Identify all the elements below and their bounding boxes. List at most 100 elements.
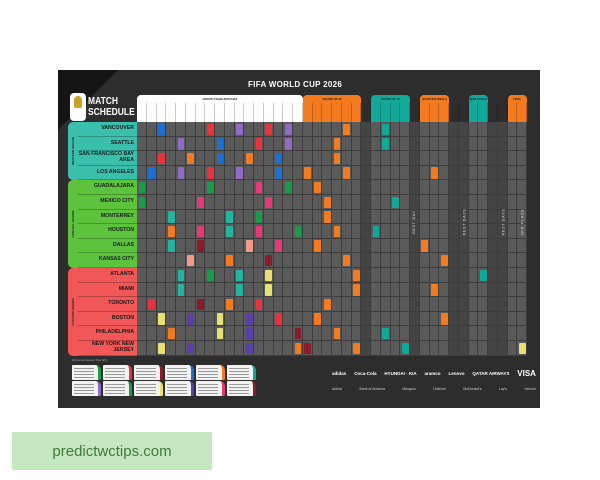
match-block (323, 196, 331, 209)
grid-cell (468, 180, 479, 195)
grid-cell (293, 195, 303, 210)
grid-cell (439, 238, 449, 254)
grid-cell (439, 136, 449, 152)
city-label: PHILADELPHIA (78, 326, 137, 341)
grid-cell (517, 209, 527, 225)
day-header (478, 103, 488, 122)
grid-cell (458, 165, 469, 181)
grid-cell (371, 165, 381, 181)
grid-cell (302, 180, 313, 195)
grid-cell (419, 253, 430, 268)
day-header (332, 103, 342, 122)
grid-cell (234, 151, 245, 166)
grid-cell (507, 224, 518, 239)
grid-cell (449, 311, 459, 327)
grid-cell (312, 165, 323, 181)
grid-cell (283, 165, 293, 181)
region-label: WESTERN REGION (71, 137, 75, 166)
grid-cell (400, 311, 410, 327)
grid-cell (361, 224, 371, 239)
day-header (458, 103, 469, 122)
grid-cell (449, 238, 459, 254)
grid-cell (507, 122, 518, 137)
site-watermark[interactable]: predictwctips.com (12, 432, 212, 470)
grid-cell (449, 268, 459, 283)
grid-cell (205, 209, 215, 225)
day-header (497, 103, 508, 122)
grid-cell (224, 180, 235, 195)
grid-cell (195, 209, 206, 225)
grid-cell (332, 311, 342, 327)
grid-cell (137, 165, 147, 181)
grid-cell (517, 326, 527, 341)
grid-cell (361, 311, 371, 327)
group-row (136, 390, 156, 391)
grid-cell (458, 151, 469, 166)
grid-cell (429, 209, 440, 225)
grid-cell (146, 268, 157, 283)
grid-cell (478, 151, 488, 166)
grid-cell (254, 195, 264, 210)
grid-cell (429, 297, 440, 312)
grid-cell (302, 238, 313, 254)
grid-cell (478, 311, 488, 327)
match-block (197, 225, 204, 238)
grid-cell (488, 238, 498, 254)
grid-cell (371, 209, 381, 225)
grid-cell (254, 341, 264, 356)
grid-cell (468, 311, 479, 327)
grid-cell (341, 209, 352, 225)
grid-cell (137, 238, 147, 254)
group-row (167, 390, 187, 391)
grid-cell (478, 341, 488, 356)
match-block (314, 240, 321, 252)
grid-cell (137, 122, 147, 137)
grid-cell (263, 326, 274, 341)
sponsor-logo: Airbnb (332, 387, 343, 391)
grid-cell (488, 195, 498, 210)
grid-cell (176, 209, 186, 225)
grid-cell (351, 165, 362, 181)
grid-cell (146, 282, 157, 298)
region-label: EASTERN REGION (71, 298, 75, 326)
grid-cell (263, 151, 274, 166)
grid-cell (332, 282, 342, 298)
phase-header: GROUP STAGE MATCHES (137, 95, 303, 103)
grid-cell (507, 297, 518, 312)
grid-cell (293, 268, 303, 283)
sponsor-logo: adidas (332, 371, 347, 376)
grid-cell (185, 224, 196, 239)
day-header (166, 103, 176, 122)
grid-cell (390, 238, 401, 254)
match-block (294, 342, 302, 355)
grid-cell (419, 311, 430, 327)
grid-cell (137, 341, 147, 356)
grid-cell (312, 326, 323, 341)
match-block (440, 254, 448, 267)
match-block (275, 152, 282, 165)
grid-cell (361, 136, 371, 152)
grid-cell (517, 282, 527, 298)
grid-cell (478, 238, 488, 254)
grid-cell (488, 122, 498, 137)
grid-cell (244, 282, 254, 298)
group-row (136, 377, 156, 378)
group-row (74, 384, 94, 385)
grid-cell (458, 311, 469, 327)
grid-cell (302, 195, 313, 210)
grid-cell (156, 238, 167, 254)
grid-cell (351, 224, 362, 239)
grid-cell (410, 136, 420, 152)
grid-cell (380, 151, 391, 166)
grid-cell (410, 195, 420, 210)
sponsor-logo: McDonald's (463, 387, 482, 391)
grid-cell (312, 341, 323, 356)
grid-cell (419, 122, 430, 137)
grid-cell (478, 209, 488, 225)
match-block (314, 313, 321, 325)
grid-cell (341, 151, 352, 166)
footnote: All times are Eastern Time (ET) (72, 359, 107, 362)
grid-cell (458, 253, 469, 268)
grid-cell (371, 195, 381, 210)
grid-cell (341, 238, 352, 254)
